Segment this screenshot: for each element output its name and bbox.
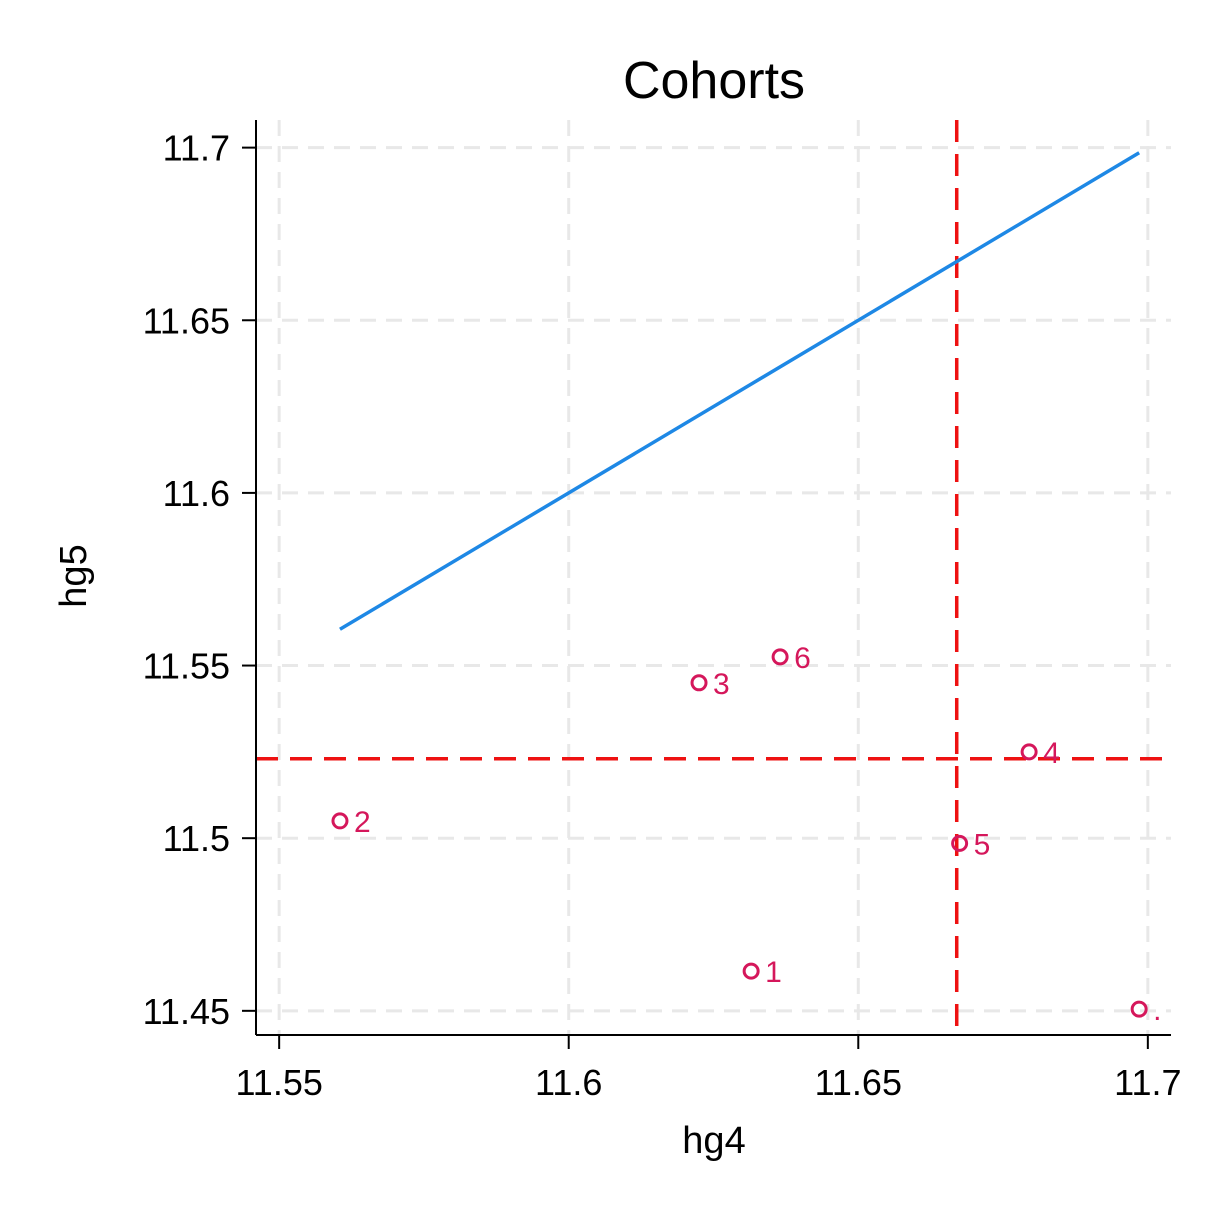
diagonal-line	[339, 151, 1141, 631]
fit-line-group	[339, 151, 1141, 631]
x-tick-label: 11.6	[535, 1062, 602, 1103]
reference-lines	[256, 120, 1171, 1035]
y-tick-label: 11.6	[163, 473, 230, 514]
y-tick-label: 11.5	[163, 818, 230, 859]
point-label: 2	[354, 806, 371, 839]
scatter-point	[771, 648, 789, 666]
point-label: 5	[974, 828, 991, 861]
point-label: .	[1153, 994, 1161, 1027]
x-axis-title: hg4	[682, 1120, 745, 1162]
scatter-point	[742, 962, 760, 980]
y-tick-label: 11.45	[143, 991, 230, 1032]
y-tick-label: 11.7	[163, 128, 230, 169]
scatter-point	[331, 812, 349, 830]
x-tick-label: 11.55	[235, 1062, 322, 1103]
y-tick-label: 11.65	[143, 300, 230, 341]
scatter-point	[951, 834, 969, 852]
scatter-point	[1020, 743, 1038, 761]
y-axis-title: hg5	[53, 544, 95, 607]
chart-title: Cohorts	[623, 52, 805, 110]
point-label: 6	[794, 642, 811, 675]
point-label: 4	[1043, 737, 1060, 770]
y-tick-label: 11.55	[143, 646, 230, 687]
ticks: 11.55 11.6 11.65 11.7 11.45 11.5 11.55 11.6 11.6…	[143, 128, 1182, 1103]
x-tick-label: 11.7	[1114, 1062, 1181, 1103]
x-tick-label: 11.65	[815, 1062, 902, 1103]
scatter-point	[1130, 1000, 1148, 1018]
points-group: 1 2 3 4 5 6.	[331, 642, 1161, 1027]
scatter-point	[690, 674, 708, 692]
axes	[255, 120, 1171, 1036]
gridlines	[256, 120, 1171, 1035]
point-label: 1	[765, 956, 782, 989]
point-label: 3	[713, 668, 730, 701]
